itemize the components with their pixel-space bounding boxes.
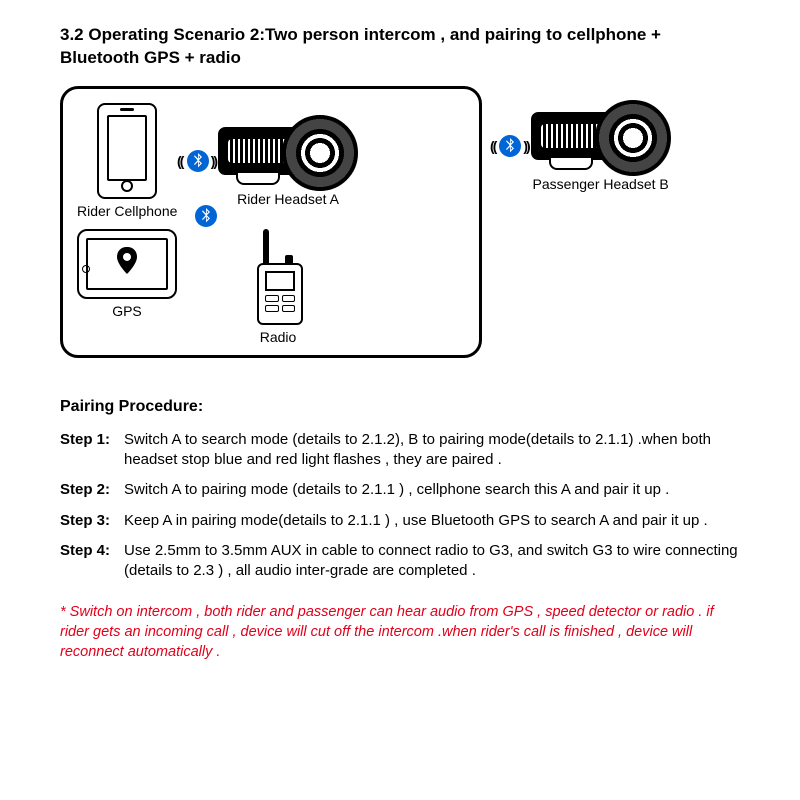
gps-label: GPS xyxy=(112,303,142,319)
device-gps: GPS xyxy=(77,229,177,319)
diagram-main-box: Rider Cellphone )) )) Rider Headset A xyxy=(60,86,482,358)
device-radio: Radio xyxy=(257,229,299,345)
device-headset-b: Passenger Headset B xyxy=(531,100,671,192)
section-heading: 3.2 Operating Scenario 2:Two person inte… xyxy=(60,24,740,70)
headset-a-label: Rider Headset A xyxy=(237,191,339,207)
footnote: * Switch on intercom , both rider and pa… xyxy=(60,603,740,662)
step-number: Step 4: xyxy=(60,541,124,582)
step-item: Step 4: Use 2.5mm to 3.5mm AUX in cable … xyxy=(60,541,740,582)
device-cellphone: Rider Cellphone xyxy=(77,103,177,219)
headset-b-label: Passenger Headset B xyxy=(533,176,669,192)
procedure-title: Pairing Procedure: xyxy=(60,398,740,416)
step-number: Step 3: xyxy=(60,511,124,531)
step-text: Switch A to search mode (details to 2.1.… xyxy=(124,430,740,471)
step-text: Switch A to pairing mode (details to 2.1… xyxy=(124,480,740,500)
radio-label: Radio xyxy=(260,329,297,345)
bluetooth-icon xyxy=(195,205,217,227)
steps-list: Step 1: Switch A to search mode (details… xyxy=(60,430,740,582)
cellphone-label: Rider Cellphone xyxy=(77,203,177,219)
device-headset-a: Rider Headset A xyxy=(218,115,358,207)
step-item: Step 1: Switch A to search mode (details… xyxy=(60,430,740,471)
bluetooth-link-phone-headset: )) )) xyxy=(179,150,216,172)
bluetooth-link-headset-a-b: )) )) xyxy=(492,135,529,157)
step-number: Step 1: xyxy=(60,430,124,471)
step-item: Step 2: Switch A to pairing mode (detail… xyxy=(60,480,740,500)
bluetooth-icon xyxy=(499,135,521,157)
step-text: Use 2.5mm to 3.5mm AUX in cable to conne… xyxy=(124,541,740,582)
step-item: Step 3: Keep A in pairing mode(details t… xyxy=(60,511,740,531)
step-text: Keep A in pairing mode(details to 2.1.1 … xyxy=(124,511,740,531)
diagram: Rider Cellphone )) )) Rider Headset A xyxy=(60,86,740,358)
step-number: Step 2: xyxy=(60,480,124,500)
bluetooth-icon xyxy=(187,150,209,172)
